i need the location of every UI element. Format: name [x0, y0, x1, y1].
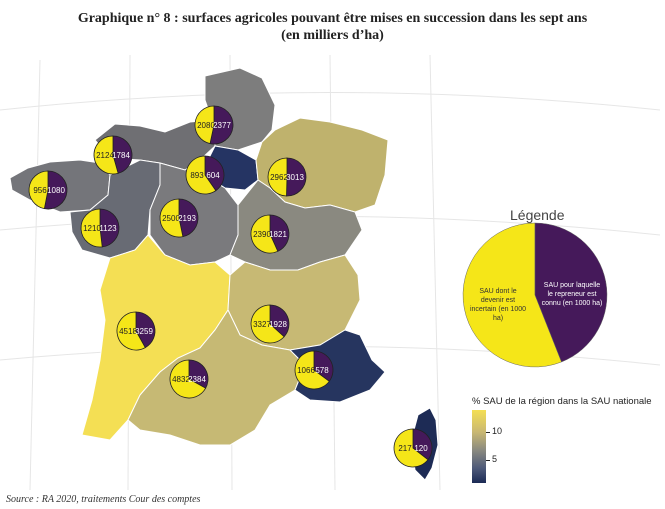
pie-label-known-bourgogne-franche-comt-: 1821	[269, 230, 287, 239]
pie-label-uncertain-pays-de-la-loire-sud: 1210	[83, 224, 101, 233]
pie-label-uncertain-pays-de-la-loire: 2124	[96, 151, 114, 160]
pie-label-uncertain-bourgogne-franche-comt-: 2390	[253, 230, 271, 239]
pie-label-uncertain-centre-val-de-loire: 2500	[162, 214, 180, 223]
pie-label-known-nouvelle-aquitaine: 3259	[135, 327, 153, 336]
legend-uncertain-line-3: incertain (en 1000	[470, 306, 526, 313]
pie-known-normandie	[209, 105, 234, 145]
title-line-2: (en milliers d’ha)	[281, 28, 384, 43]
colorbar-tickmark-5	[486, 460, 490, 461]
pie-label-uncertain-provence-alpes-c-te-d-azur: 1066	[297, 366, 315, 375]
pie-label-known-pays-de-la-loire: 1784	[112, 151, 130, 160]
pie-known--le-de-france	[204, 155, 225, 192]
legend-title: Légende	[510, 207, 565, 223]
pie-label-known-pays-de-la-loire-sud: 1123	[99, 224, 117, 233]
pie-label-known-occitanie: 2384	[188, 375, 206, 384]
pie-label-known-centre-val-de-loire: 2193	[178, 214, 196, 223]
pie-label-uncertain--le-de-france: 893	[190, 171, 204, 180]
pie-label-known-corse: 120	[414, 444, 428, 453]
colorbar-tick-10: 10	[492, 426, 503, 436]
pie-uncertain-corse	[393, 428, 429, 468]
colorbar	[472, 410, 486, 483]
legend-pie: SAU dont le devenir est incertain (en 10…	[462, 222, 608, 368]
pie-uncertain-provence-alpes-c-te-d-azur	[294, 350, 330, 390]
legend-known-line-1: SAU pour laquelle	[544, 282, 601, 289]
pie-known-pays-de-la-loire	[112, 135, 133, 174]
legend-known-line-3: connu (en 1000 ha)	[542, 300, 603, 307]
pie-label-uncertain-corse: 217	[398, 444, 412, 453]
pie-known-auvergne-rh-ne-alpes	[269, 304, 290, 338]
pie-known-pays-de-la-loire-sud	[99, 208, 120, 248]
pie-uncertain-bourgogne-franche-comt-	[250, 214, 279, 254]
colorbar-tick-5: 5	[492, 454, 498, 464]
pie-uncertain-occitanie	[169, 359, 207, 399]
legend-known-line-2: le repreneur est	[547, 291, 596, 298]
pie-known-provence-alpes-c-te-d-azur	[313, 350, 334, 382]
colorbar-title: % SAU de la région dans la SAU nationale	[472, 396, 652, 407]
pie-label-uncertain-normandie: 2080	[197, 121, 215, 130]
pie-uncertain-pays-de-la-loire-sud	[80, 208, 103, 248]
pie-known-bretagne	[43, 170, 68, 210]
pie-known-centre-val-de-loire	[178, 198, 199, 238]
france-map: SAU dont le devenir est incertain (en 10…	[0, 54, 661, 490]
pie-label-known-auvergne-rh-ne-alpes: 1928	[269, 320, 287, 329]
pie-uncertain-bretagne	[28, 170, 49, 210]
title-line-1: Graphique n° 8 : surfaces agricoles pouv…	[77, 11, 588, 26]
legend-uncertain-line-2: devenir est	[481, 297, 515, 304]
pie-label-known--le-de-france: 604	[206, 171, 220, 180]
pie-known-occitanie	[188, 359, 209, 389]
pie-known-corse	[412, 428, 433, 461]
pie-uncertain-nouvelle-aquitaine	[116, 311, 146, 351]
source-note: Source : RA 2020, traitements Cour des c…	[6, 494, 201, 505]
legend-pie-known	[534, 222, 608, 363]
pie-label-known-grand-est: 3013	[286, 173, 304, 182]
colorbar-tickmark-10	[486, 432, 490, 433]
pie-label-uncertain-nouvelle-aquitaine: 4518	[119, 327, 137, 336]
pie-label-uncertain-occitanie: 4832	[172, 375, 190, 384]
pie-uncertain--le-de-france	[185, 155, 217, 195]
pie-known-grand-est	[286, 157, 307, 197]
chart-title: Graphique n° 8 : surfaces agricoles pouv…	[0, 10, 665, 44]
pie-uncertain-auvergne-rh-ne-alpes	[250, 304, 285, 344]
legend-pie-uncertain	[462, 222, 562, 368]
pie-label-uncertain-bretagne: 956	[33, 186, 47, 195]
pie-label-uncertain-grand-est: 2962	[270, 173, 288, 182]
pie-label-uncertain-auvergne-rh-ne-alpes: 3327	[253, 320, 271, 329]
pie-uncertain-centre-val-de-loire	[159, 198, 184, 238]
pie-known-bourgogne-franche-comt-	[269, 214, 290, 252]
pie-label-known-provence-alpes-c-te-d-azur: 578	[315, 366, 329, 375]
pie-uncertain-normandie	[194, 105, 215, 145]
pie-label-known-bretagne: 1080	[47, 186, 65, 195]
pie-uncertain-grand-est	[267, 157, 288, 197]
legend-uncertain-line-1: SAU dont le	[479, 288, 516, 295]
legend-uncertain-line-4: ha)	[493, 315, 503, 322]
pie-uncertain-pays-de-la-loire	[93, 135, 119, 175]
pie-label-known-normandie: 2377	[213, 121, 231, 130]
